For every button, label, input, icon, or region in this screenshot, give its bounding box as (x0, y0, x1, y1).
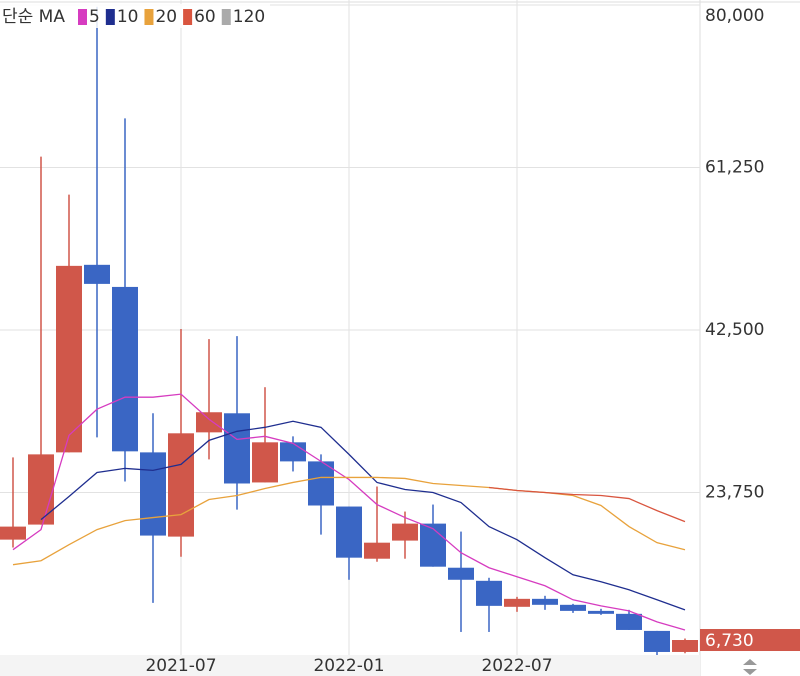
candle-body (392, 523, 418, 541)
candle-body (560, 604, 586, 611)
candle-body (336, 506, 362, 558)
x-tick-label: 2022-01 (313, 656, 384, 676)
sort-arrows[interactable] (743, 659, 757, 675)
legend-label: 20 (155, 7, 177, 27)
legend-swatch (78, 9, 87, 25)
ma-line (12, 476, 686, 566)
y-tick-label: 23,750 (705, 483, 764, 503)
legend-swatch (144, 9, 154, 25)
candle-body (672, 640, 698, 652)
candle-body (616, 613, 642, 630)
ma-line (488, 486, 686, 523)
legend-label: 10 (117, 7, 139, 27)
candle-body (504, 598, 530, 607)
legend-swatch (183, 9, 193, 25)
plot-area (0, 0, 700, 655)
candle-body (56, 265, 82, 453)
candle-body (28, 454, 54, 525)
x-axis-band (0, 655, 700, 676)
legend-swatch (105, 9, 115, 25)
candle-body (168, 433, 194, 537)
ma-line (40, 420, 686, 611)
legend-label: 120 (233, 7, 265, 27)
legend-label: 60 (194, 7, 216, 27)
legend-label: 5 (89, 7, 100, 27)
y-tick-label: 42,500 (705, 320, 764, 340)
last-price-tag (700, 629, 800, 652)
candle-body (448, 567, 474, 580)
legend-title: 단순 MA (2, 7, 65, 27)
candle-body (196, 412, 222, 433)
candle-body (112, 286, 138, 452)
candle-body (476, 580, 502, 606)
candle-body (420, 523, 446, 567)
y-tick-label: 80,000 (705, 6, 764, 26)
candle-body (308, 461, 334, 506)
x-tick-label: 2021-07 (145, 656, 216, 676)
candle-body (280, 442, 306, 462)
legend: 단순 MA 5 10 20 60 120 (0, 4, 270, 28)
candle-body (140, 452, 166, 536)
candle-body (644, 630, 670, 652)
candle-body (588, 610, 614, 614)
last-price-label: 6,730 (705, 631, 754, 651)
x-tick-label: 2022-07 (481, 656, 552, 676)
candle-body (84, 264, 110, 284)
legend-swatch (221, 9, 231, 25)
candle-body (224, 413, 250, 484)
candle-body (252, 442, 278, 483)
sort-icon[interactable] (743, 659, 757, 675)
candle-body (0, 526, 26, 540)
ma-line (12, 393, 686, 631)
candle-body (364, 542, 390, 559)
candle-body (532, 598, 558, 605)
y-tick-label: 61,250 (705, 158, 764, 178)
